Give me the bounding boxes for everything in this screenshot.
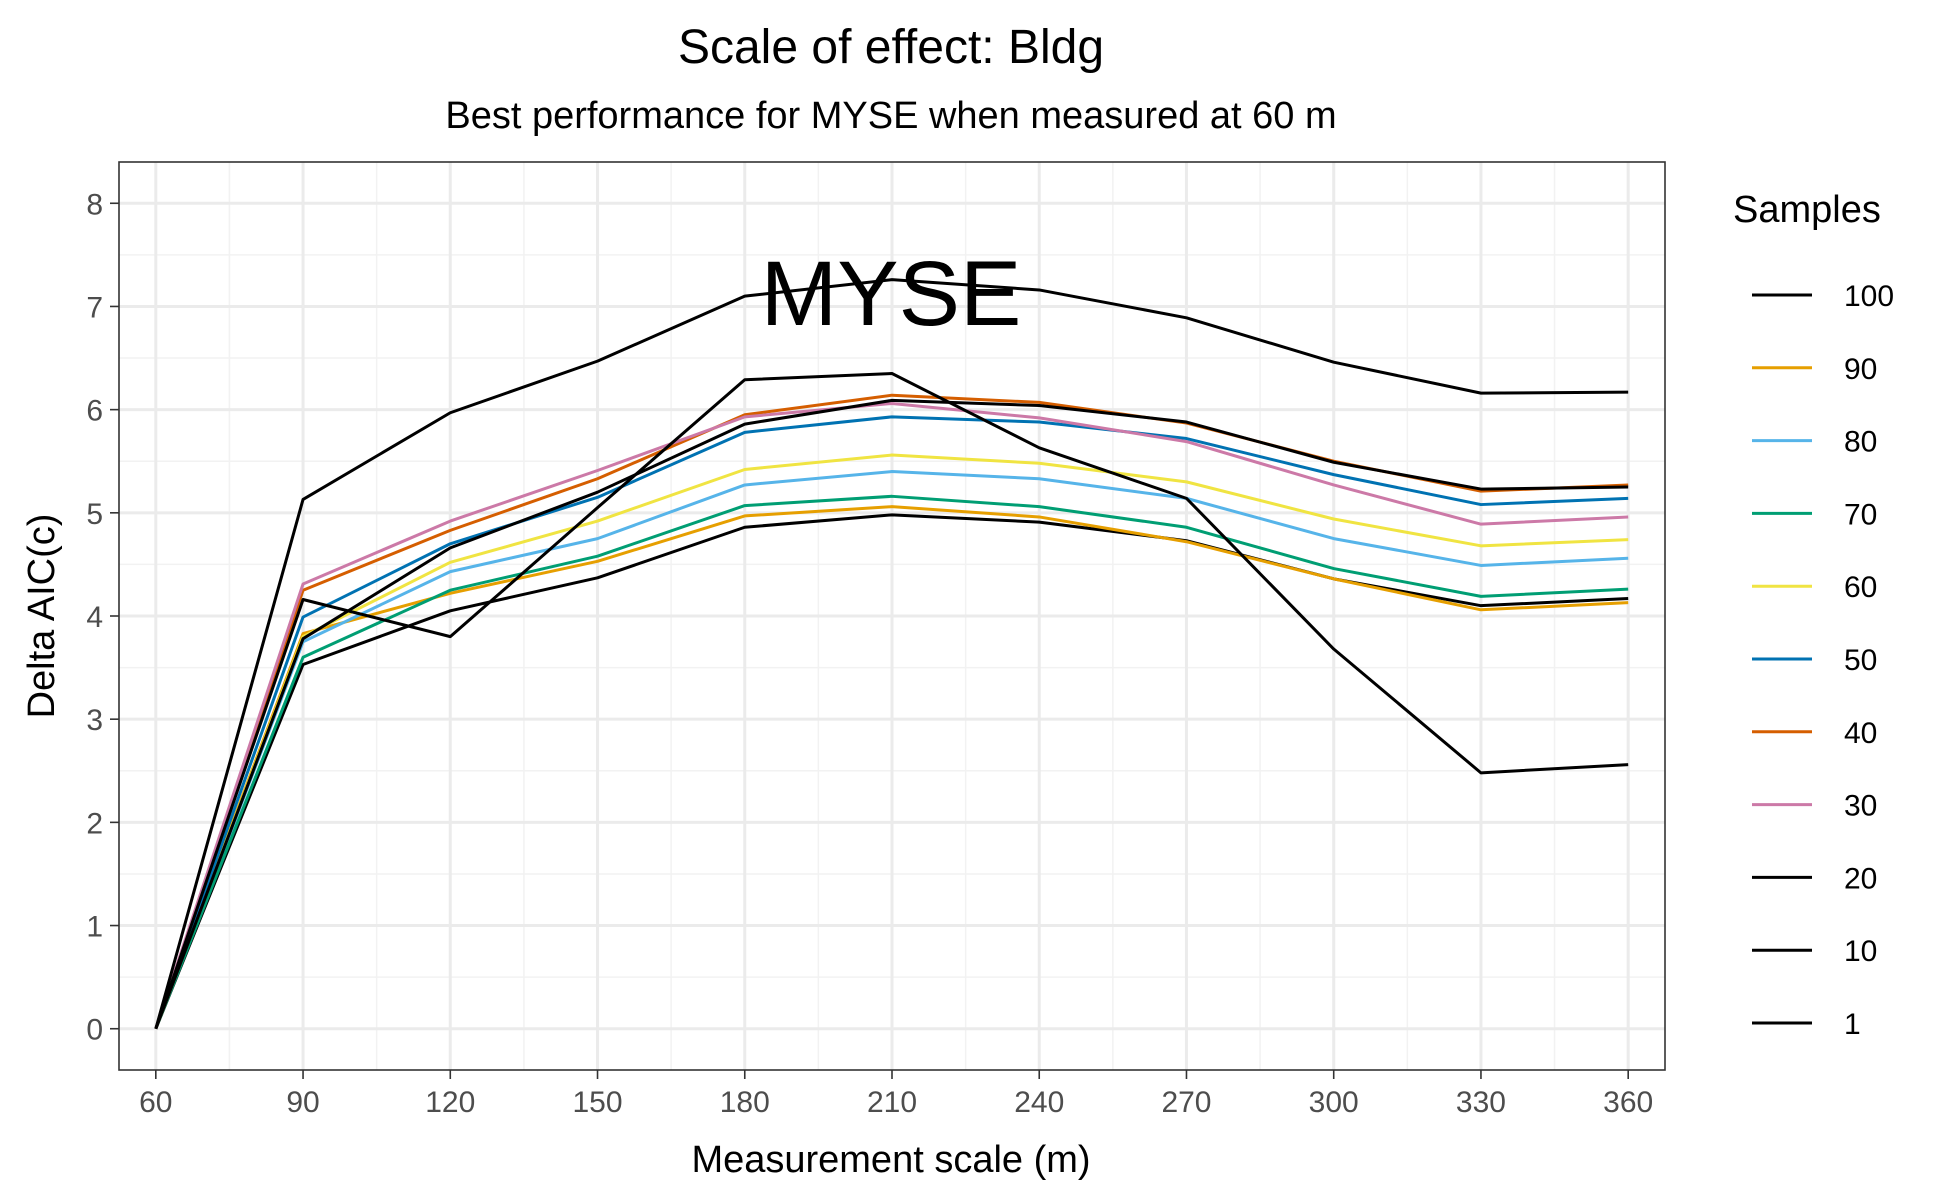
x-tick-label: 300 — [1309, 1086, 1359, 1119]
y-tick-label: 0 — [86, 1014, 103, 1047]
myse-annotation: MYSE — [761, 243, 1022, 345]
y-tick-label: 2 — [86, 807, 103, 840]
series-lines — [154, 278, 1629, 1030]
x-tick-label: 210 — [867, 1086, 917, 1119]
legend-label-20: 20 — [1844, 862, 1877, 895]
x-tick-label: 330 — [1456, 1086, 1506, 1119]
legend-label-60: 60 — [1844, 571, 1877, 604]
legend-label-90: 90 — [1844, 353, 1877, 386]
y-tick-label: 4 — [86, 601, 103, 634]
legend-label-40: 40 — [1844, 717, 1877, 750]
y-axis: 0 1 2 3 4 5 6 7 8 — [86, 188, 119, 1047]
series-line-1 — [154, 278, 1629, 1030]
y-axis-label: Delta AIC(c) — [21, 514, 63, 719]
series-line-70 — [154, 494, 1629, 1030]
series-line-80 — [154, 470, 1629, 1030]
y-tick-label: 8 — [86, 188, 103, 221]
legend-label-10: 10 — [1844, 935, 1877, 968]
legend-label-30: 30 — [1844, 790, 1877, 823]
x-tick-label: 120 — [425, 1086, 475, 1119]
series-line-20 — [154, 372, 1629, 1030]
y-tick-label: 5 — [86, 498, 103, 531]
x-axis-label: Measurement scale (m) — [691, 1139, 1090, 1181]
x-tick-label: 90 — [286, 1086, 319, 1119]
x-axis: 60 90 120 150 180 210 240 270 300 330 360 — [139, 1070, 1653, 1119]
legend-label-50: 50 — [1844, 644, 1877, 677]
series-line-10 — [154, 398, 1629, 1030]
y-tick-label: 7 — [86, 291, 103, 324]
series-line-30 — [154, 401, 1629, 1030]
legend-label-1: 1 — [1844, 1008, 1861, 1041]
x-tick-label: 240 — [1014, 1086, 1064, 1119]
series-line-50 — [154, 415, 1629, 1030]
legend-label-80: 80 — [1844, 426, 1877, 459]
chart-title: Scale of effect: Bldg — [678, 21, 1104, 74]
series-line-60 — [154, 453, 1629, 1030]
legend: 100 90 80 70 60 50 40 30 20 10 1 — [1752, 280, 1894, 1041]
y-tick-label: 1 — [86, 911, 103, 944]
series-line-90 — [154, 505, 1629, 1030]
y-tick-label: 6 — [86, 395, 103, 428]
x-tick-label: 150 — [572, 1086, 622, 1119]
legend-label-100: 100 — [1844, 280, 1894, 313]
x-tick-label: 360 — [1603, 1086, 1653, 1119]
legend-title: Samples — [1733, 189, 1881, 231]
y-tick-label: 3 — [86, 704, 103, 737]
grid-major — [119, 162, 1665, 1070]
x-tick-label: 180 — [720, 1086, 770, 1119]
chart-subtitle: Best performance for MYSE when measured … — [445, 95, 1336, 137]
legend-label-70: 70 — [1844, 498, 1877, 531]
x-tick-label: 270 — [1161, 1086, 1211, 1119]
x-tick-label: 60 — [139, 1086, 172, 1119]
